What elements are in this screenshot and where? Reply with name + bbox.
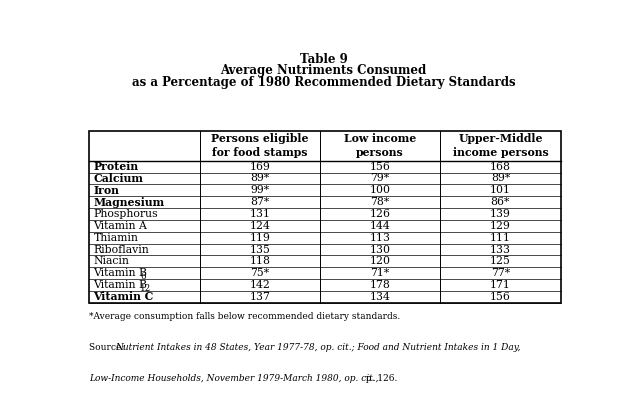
Text: Vitamin B: Vitamin B <box>93 268 148 278</box>
Text: 100: 100 <box>370 185 391 195</box>
Text: 126: 126 <box>370 209 391 219</box>
Text: as a Percentage of 1980 Recommended Dietary Standards: as a Percentage of 1980 Recommended Diet… <box>132 76 515 89</box>
Text: 75*: 75* <box>250 268 269 278</box>
Text: Vitamin B: Vitamin B <box>93 280 148 290</box>
Text: 71*: 71* <box>370 268 390 278</box>
Text: Persons eligible
for food stamps: Persons eligible for food stamps <box>211 133 309 158</box>
Text: 111: 111 <box>490 233 511 243</box>
Text: 137: 137 <box>249 292 270 302</box>
Text: 99*: 99* <box>250 185 269 195</box>
Text: Source:: Source: <box>88 343 127 352</box>
Text: Vitamin A: Vitamin A <box>93 221 148 231</box>
Text: Upper-Middle
income persons: Upper-Middle income persons <box>452 133 548 158</box>
Text: 78*: 78* <box>370 197 390 207</box>
Text: 133: 133 <box>490 245 511 255</box>
Text: 77*: 77* <box>491 268 510 278</box>
Text: Average Nutriments Consumed: Average Nutriments Consumed <box>220 64 427 77</box>
Text: 144: 144 <box>370 221 391 231</box>
Text: 156: 156 <box>490 292 511 302</box>
Text: Low-Income Households, November 1979-March 1980, op. cit.,: Low-Income Households, November 1979-Mar… <box>88 374 378 383</box>
Text: 101: 101 <box>490 185 511 195</box>
Text: Low income
persons: Low income persons <box>344 133 416 158</box>
Text: 125: 125 <box>490 256 511 266</box>
Text: *Average consumption falls below recommended dietary standards.: *Average consumption falls below recomme… <box>88 312 400 321</box>
Text: Iron: Iron <box>93 185 119 196</box>
Text: 129: 129 <box>490 221 511 231</box>
Text: Table 9: Table 9 <box>300 53 347 66</box>
Text: 87*: 87* <box>250 197 269 207</box>
Text: 89*: 89* <box>491 173 510 183</box>
Text: 113: 113 <box>370 233 391 243</box>
Text: 118: 118 <box>249 256 270 266</box>
Text: 124: 124 <box>249 221 270 231</box>
Text: Riboflavin: Riboflavin <box>93 245 150 255</box>
Text: Vitamin C: Vitamin C <box>93 291 154 302</box>
Text: 156: 156 <box>370 162 391 172</box>
Text: 134: 134 <box>370 292 391 302</box>
Text: 178: 178 <box>370 280 391 290</box>
Text: 130: 130 <box>370 245 391 255</box>
Text: 168: 168 <box>490 162 511 172</box>
Text: 135: 135 <box>249 245 270 255</box>
Bar <box>88 131 560 303</box>
Text: Calcium: Calcium <box>93 173 143 184</box>
Text: 6: 6 <box>140 272 146 281</box>
Text: p. 126.: p. 126. <box>362 374 397 383</box>
Text: 131: 131 <box>249 209 270 219</box>
Text: 120: 120 <box>370 256 391 266</box>
Text: 12: 12 <box>140 284 151 293</box>
Text: Niacin: Niacin <box>93 256 129 266</box>
Text: Magnesium: Magnesium <box>93 197 165 208</box>
Text: Nutrient Intakes in 48 States, Year 1977-78, op. cit.; Food and Nutrient Intakes: Nutrient Intakes in 48 States, Year 1977… <box>115 343 521 352</box>
Text: 79*: 79* <box>370 173 389 183</box>
Text: 139: 139 <box>490 209 511 219</box>
Text: Phosphorus: Phosphorus <box>93 209 158 219</box>
Text: 86*: 86* <box>491 197 510 207</box>
Text: 89*: 89* <box>250 173 269 183</box>
Text: 142: 142 <box>249 280 270 290</box>
Text: 119: 119 <box>249 233 270 243</box>
Text: Protein: Protein <box>93 161 139 172</box>
Text: Thiamin: Thiamin <box>93 233 138 243</box>
Text: 171: 171 <box>490 280 511 290</box>
Text: 169: 169 <box>249 162 270 172</box>
